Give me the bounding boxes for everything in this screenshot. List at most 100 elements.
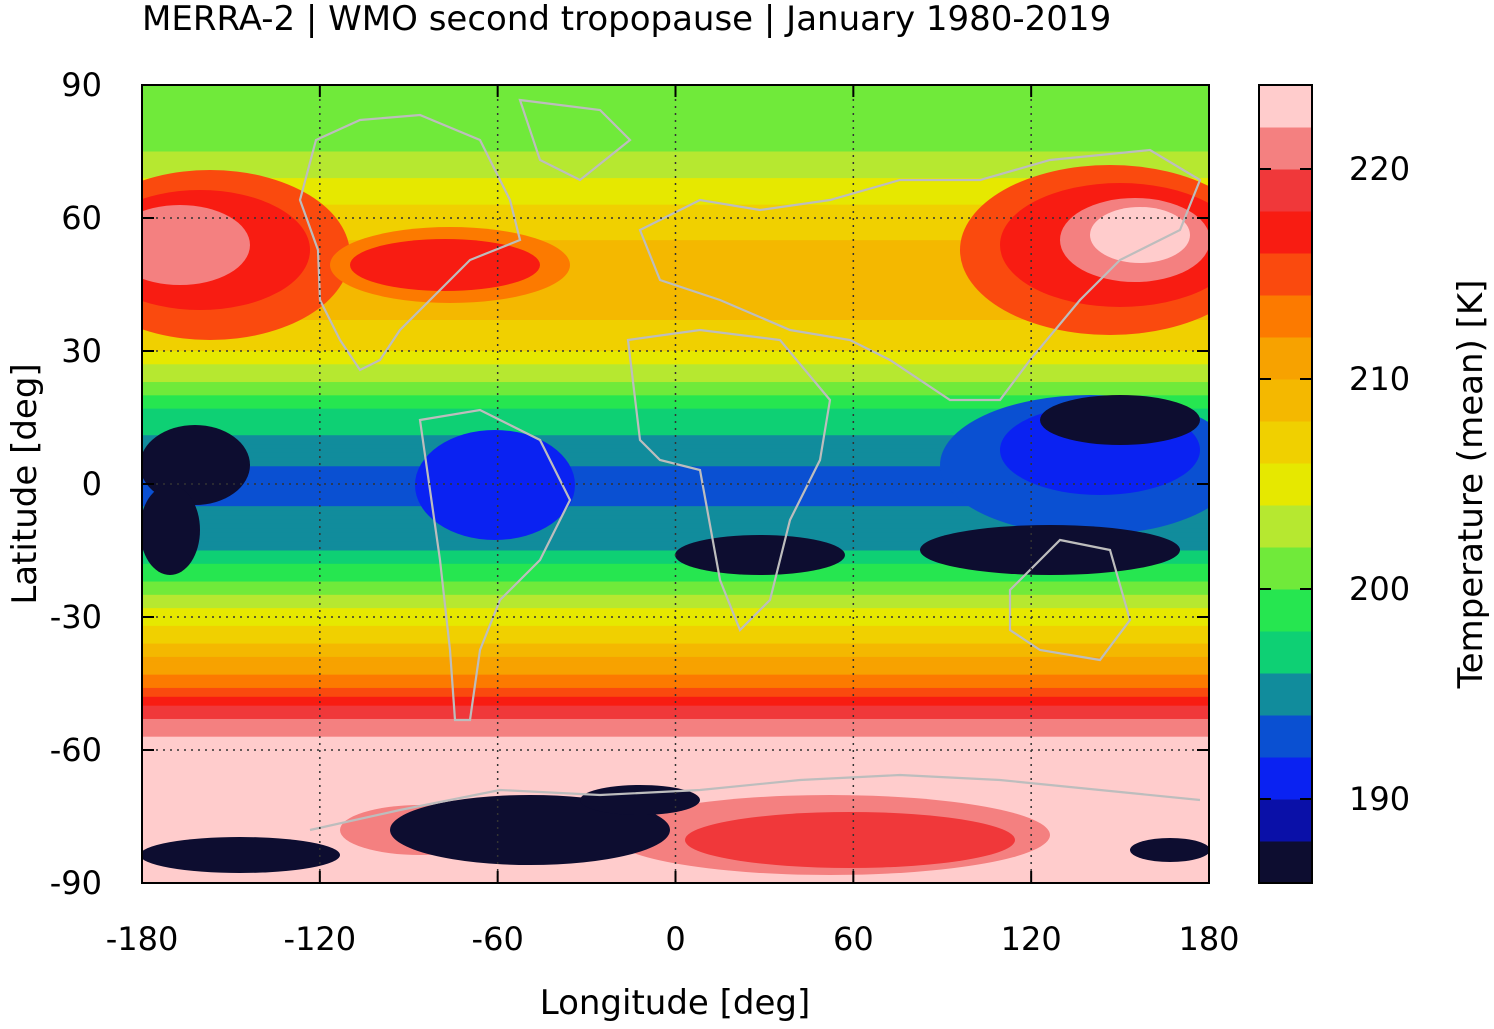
antarctic-patches [142,785,1209,875]
latitude-band [142,235,1209,241]
y-tick-label: -30 [50,598,102,636]
latitude-band [142,355,1209,361]
latitude-band [142,661,1209,667]
x-tick-label: 120 [1001,920,1062,958]
colorbar-step [1259,589,1312,632]
colorbar-step [1259,631,1312,674]
y-axis-title: Latitude [deg] [5,363,45,604]
latitude-band [142,625,1209,631]
latitude-band [142,470,1209,476]
colorbar-tick-label: 190 [1349,780,1410,818]
latitude-band [142,382,1209,388]
latitude-band [142,674,1209,680]
latitude-band [142,767,1209,773]
plot-title: MERRA-2 | WMO second tropopause | Januar… [142,0,1111,39]
colorbar-frame [1258,84,1313,884]
latitude-band [142,404,1209,410]
latitude-band [142,479,1209,485]
latitude-band [142,865,1209,871]
latitude-band [142,541,1209,547]
latitude-band [142,218,1209,224]
y-tick-label: -90 [50,864,102,902]
latitude-band [142,506,1209,512]
colorbar-tick-label: 210 [1349,360,1410,398]
latitude-band [142,718,1209,724]
x-tick-label: 0 [665,920,685,958]
x-tick-label: -60 [472,920,524,958]
colorbar-step [1259,505,1312,548]
latitude-band [142,736,1209,742]
x-tick-label: 60 [833,920,874,958]
latitude-band [142,568,1209,574]
latitude-band [142,386,1209,392]
latitude-band [142,138,1209,144]
latitude-band [142,617,1209,623]
latitude-band [142,492,1209,498]
latitude-band [142,178,1209,184]
latitude-band [142,213,1209,219]
y-tick-label: -60 [50,731,102,769]
heatmap-area [142,85,1209,883]
latitude-band [142,155,1209,161]
latitude-band [142,275,1209,281]
latitude-band [142,577,1209,583]
latitude-band [142,537,1209,543]
tropical-cold [142,395,1209,575]
latitude-band [142,102,1209,108]
latitude-band [142,222,1209,228]
latitude-band [142,750,1209,756]
colorbar-step [1259,337,1312,380]
latitude-band [142,563,1209,569]
latitude-band [142,311,1209,317]
latitude-band [142,266,1209,272]
latitude-band [142,599,1209,605]
y-axis: 90 60 30 0 -30 -60 -90 [50,66,1209,902]
colorbar-step [1259,421,1312,464]
regional-anomalies [142,165,1209,875]
latitude-band [142,554,1209,560]
north-pacific-warm [142,170,350,340]
latitude-band [142,754,1209,760]
latitude-band [142,452,1209,458]
north-america-warm [330,227,570,303]
colorbar-tick-label: 220 [1349,150,1410,188]
latitude-band [142,501,1209,507]
colorbar-step [1259,169,1312,212]
latitude-band [142,249,1209,255]
latitude-band [142,710,1209,716]
latitude-band [142,297,1209,303]
latitude-band [142,781,1209,787]
colorbar-step [1259,127,1312,170]
latitude-band [142,169,1209,175]
colorbar-step [1259,841,1312,884]
latitude-band [142,129,1209,135]
latitude-band [142,430,1209,436]
latitude-band [142,182,1209,188]
colorbar-step [1259,463,1312,506]
latitude-band [142,466,1209,472]
east-asia-warm [960,165,1209,335]
latitude-band [142,373,1209,379]
latitude-band [142,368,1209,374]
latitude-band [142,346,1209,352]
x-axis: -180 -120 -60 0 60 120 180 [106,85,1240,958]
colorbar-step [1259,547,1312,590]
latitude-band [142,621,1209,627]
latitude-band [142,714,1209,720]
latitude-band [142,612,1209,618]
latitude-band [142,603,1209,609]
latitude-band [142,723,1209,729]
gridlines [142,85,1209,883]
latitude-band [142,107,1209,113]
latitude-band [142,288,1209,294]
latitude-band [142,319,1209,325]
latitude-band [142,665,1209,671]
latitude-band [142,652,1209,658]
colorbar-step [1259,673,1312,716]
latitude-band [142,670,1209,676]
y-tick-label: 60 [61,199,102,237]
latitude-band [142,226,1209,232]
latitude-band [142,302,1209,308]
latitude-band [142,758,1209,764]
